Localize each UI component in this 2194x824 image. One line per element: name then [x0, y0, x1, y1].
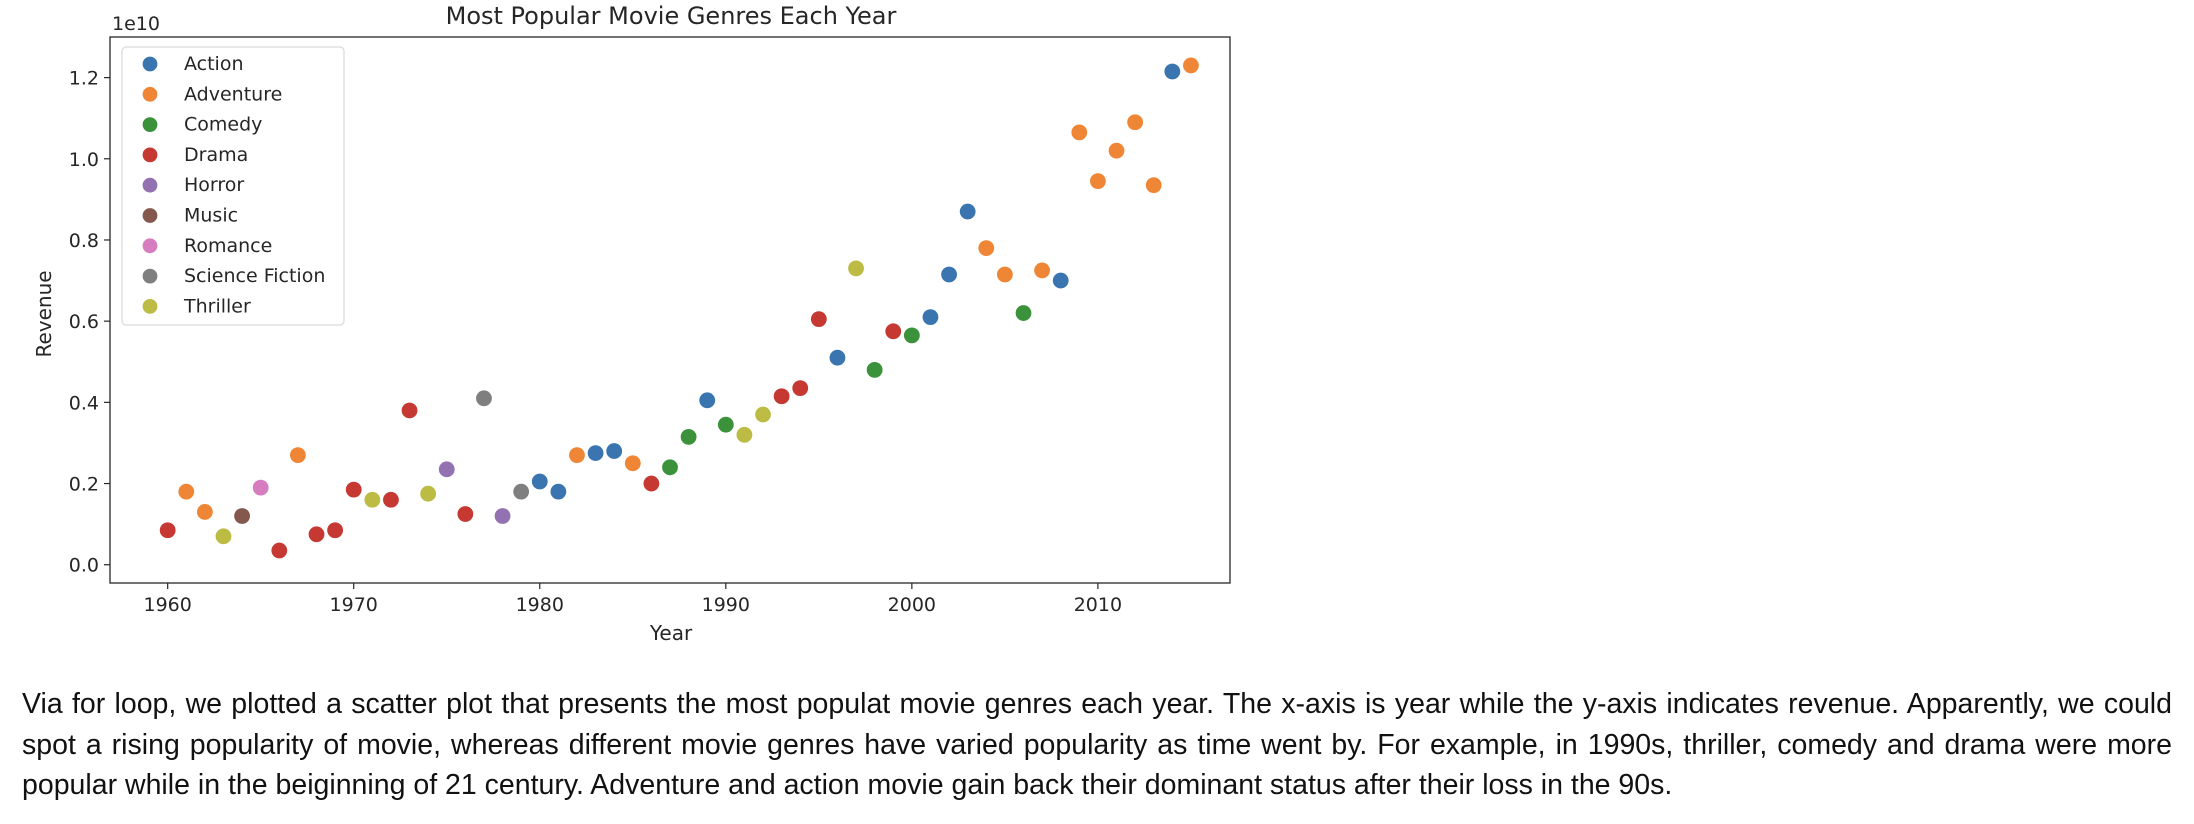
data-point — [865, 360, 884, 379]
data-point — [195, 502, 214, 522]
y-tick-label: 0.8 — [69, 230, 99, 252]
x-tick-label: 2000 — [888, 594, 936, 616]
data-point — [1014, 303, 1033, 323]
legend-label: Science Fiction — [184, 265, 325, 287]
x-tick-label: 1990 — [702, 594, 750, 616]
data-point — [642, 474, 661, 493]
data-point — [939, 265, 959, 284]
legend-marker — [141, 176, 159, 194]
data-point — [363, 490, 382, 509]
x-tick-label: 1980 — [516, 594, 564, 616]
data-point — [1088, 172, 1108, 191]
data-point — [605, 441, 624, 461]
data-point — [791, 379, 810, 398]
legend-marker — [141, 267, 159, 285]
data-point — [1107, 141, 1126, 160]
data-point — [846, 259, 866, 278]
caption-text: Via for loop, we plotted a scatter plot … — [22, 688, 2172, 801]
data-point — [456, 504, 475, 524]
data-point — [586, 443, 605, 463]
data-point — [567, 446, 587, 465]
legend-marker — [141, 146, 159, 164]
legend-marker — [141, 55, 159, 73]
legend-label: Comedy — [184, 114, 262, 136]
legend-label: Action — [184, 53, 244, 75]
data-point — [512, 482, 531, 501]
data-point — [214, 527, 233, 546]
chart-title: Most Popular Movie Genres Each Year — [446, 2, 897, 30]
legend-marker — [141, 237, 159, 255]
y-tick-label: 0.0 — [69, 555, 99, 577]
data-point — [307, 525, 326, 544]
data-point — [884, 322, 903, 341]
data-point — [232, 506, 252, 526]
y-tick-label: 0.6 — [69, 311, 99, 333]
data-point — [716, 415, 735, 434]
legend-label: Adventure — [184, 83, 282, 105]
legend-marker — [141, 85, 159, 103]
data-point — [251, 478, 270, 497]
data-point — [270, 541, 289, 560]
data-point — [474, 389, 494, 408]
legend: Action Adventure Comedy Drama Horror Music Rom… — [121, 46, 345, 326]
data-point — [902, 326, 921, 345]
y-offset-label: 1e10 — [112, 13, 160, 35]
x-tick-label: 1970 — [330, 594, 378, 616]
data-point — [1144, 176, 1163, 195]
data-point — [158, 521, 177, 540]
data-point — [809, 310, 828, 329]
x-tick-label: 2010 — [1074, 594, 1122, 616]
data-point — [288, 446, 308, 465]
data-point — [1051, 271, 1070, 290]
x-tick-label: 1960 — [143, 594, 191, 616]
data-point — [623, 454, 642, 473]
data-point — [995, 265, 1014, 284]
legend-label: Horror — [184, 174, 244, 196]
data-point — [679, 427, 698, 446]
data-point — [1032, 261, 1052, 280]
data-point — [400, 401, 419, 420]
data-point — [381, 490, 401, 509]
data-point — [493, 506, 512, 526]
y-axis-label: Revenue — [32, 270, 56, 357]
y-axis: 0.0 0.2 0.4 0.6 0.8 1.0 1.2 — [69, 68, 110, 577]
data-point — [1181, 56, 1201, 75]
legend-marker — [141, 115, 159, 134]
legend-label: Drama — [184, 144, 248, 166]
y-tick-label: 1.0 — [69, 149, 99, 171]
data-point — [735, 425, 754, 444]
data-point — [344, 480, 363, 499]
y-tick-label: 0.4 — [69, 392, 99, 414]
y-tick-label: 0.2 — [69, 474, 99, 496]
data-point — [1070, 123, 1089, 142]
legend-label: Romance — [184, 235, 272, 257]
x-axis: 1960 1970 1980 1990 2000 2010 — [143, 583, 1122, 616]
data-point — [1163, 62, 1182, 81]
data-point — [753, 405, 773, 424]
x-axis-label: Year — [649, 621, 693, 645]
data-point — [1126, 113, 1145, 132]
legend-label: Music — [184, 205, 238, 227]
legend-marker — [141, 297, 159, 315]
data-point — [698, 391, 717, 410]
data-point — [530, 472, 549, 491]
data-point — [772, 387, 791, 406]
legend-label: Thriller — [183, 295, 251, 317]
data-point — [177, 482, 196, 501]
data-points — [158, 56, 1201, 560]
data-point — [549, 482, 568, 501]
data-point — [977, 238, 996, 258]
data-point — [326, 521, 345, 540]
legend-box — [121, 46, 345, 326]
data-point — [921, 308, 940, 327]
data-point — [958, 202, 977, 221]
data-point — [660, 458, 680, 477]
plot-frame — [109, 36, 1231, 584]
y-tick-label: 1.2 — [69, 68, 99, 90]
legend-marker — [141, 206, 159, 225]
data-point — [437, 460, 456, 479]
data-point — [828, 348, 847, 367]
data-point — [419, 484, 438, 503]
